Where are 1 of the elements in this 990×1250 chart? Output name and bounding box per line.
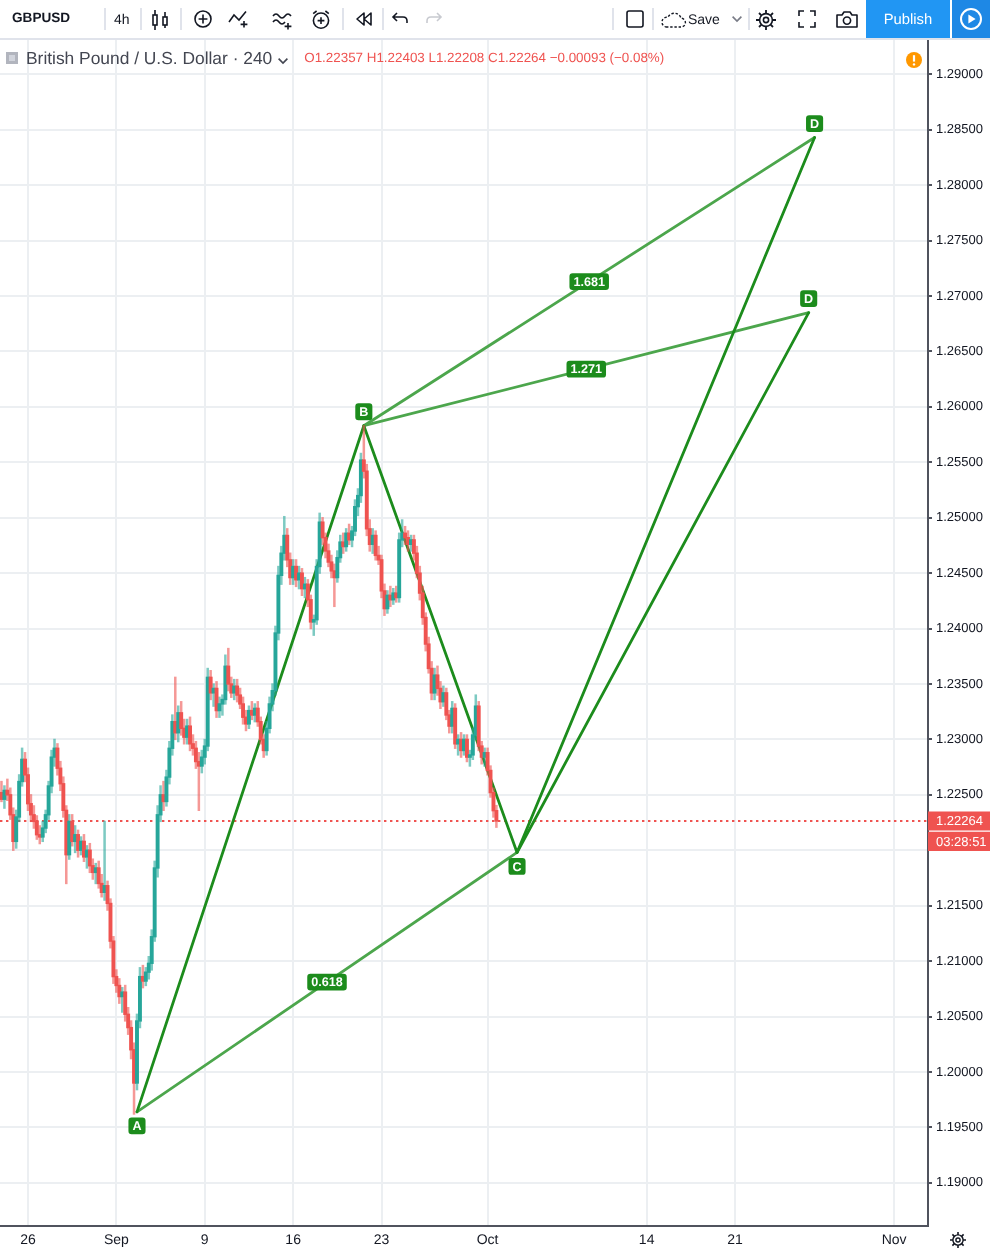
text: British Pound / U.S. Dollar · 240	[26, 48, 273, 68]
